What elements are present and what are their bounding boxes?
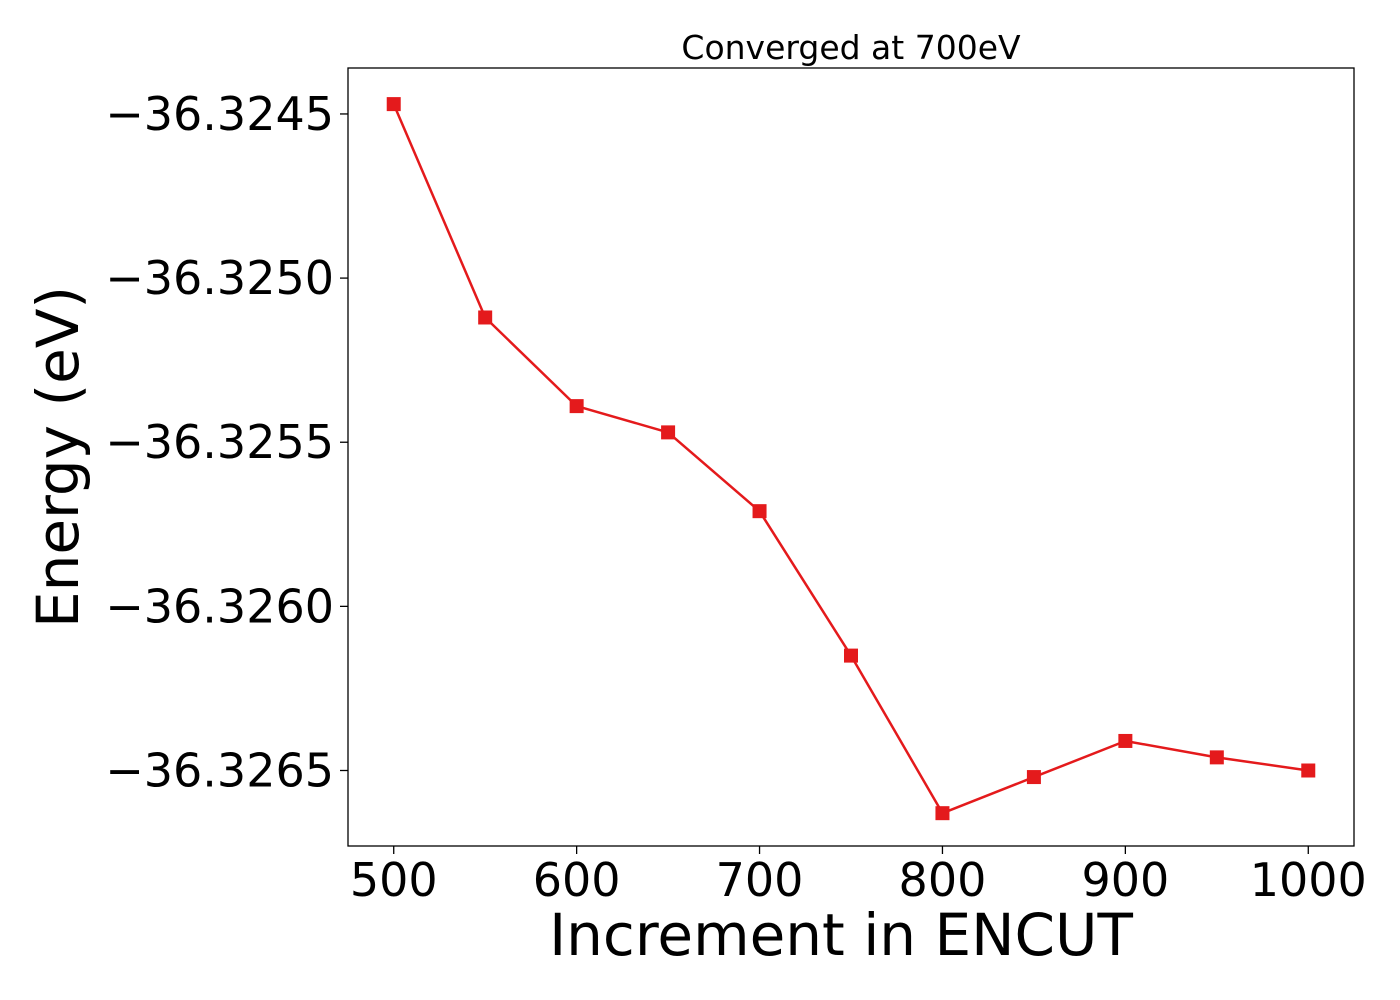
- data-point: [569, 399, 584, 414]
- data-point: [478, 310, 493, 325]
- x-tick-label: 700: [716, 853, 804, 907]
- y-tick-label: −36.3260: [105, 579, 334, 633]
- x-axis-label: Increment in ENCUT: [549, 901, 1133, 969]
- data-point: [752, 504, 767, 519]
- y-tick-label: −36.3245: [105, 87, 334, 141]
- data-point: [1118, 733, 1133, 748]
- x-tick-label: 900: [1081, 853, 1169, 907]
- y-tick-label: −36.3265: [105, 743, 334, 797]
- y-axis-ticks: −36.3245 −36.3250 −36.3255 −36.3260 −36.3265: [105, 87, 348, 797]
- data-point: [1026, 770, 1041, 785]
- y-axis-label: Energy (eV): [24, 286, 92, 628]
- series-markers: [386, 97, 1316, 821]
- data-point: [935, 806, 950, 821]
- data-point: [661, 425, 676, 440]
- x-tick-label: 500: [350, 853, 438, 907]
- x-tick-label: 1000: [1250, 853, 1367, 907]
- x-tick-label: 800: [899, 853, 987, 907]
- series-line: [392, 103, 1309, 815]
- chart-title: Converged at 700eV: [681, 28, 1021, 67]
- y-tick-label: −36.3255: [105, 415, 334, 469]
- plot-frame: [347, 67, 1355, 847]
- data-point: [1209, 750, 1224, 765]
- data-point: [844, 648, 858, 663]
- x-axis-ticks: 500 600 700 800 900 1000: [350, 846, 1367, 907]
- x-tick-label: 600: [533, 853, 621, 907]
- y-tick-label: −36.3250: [105, 251, 334, 305]
- data-point: [1301, 763, 1316, 778]
- data-point: [386, 97, 401, 112]
